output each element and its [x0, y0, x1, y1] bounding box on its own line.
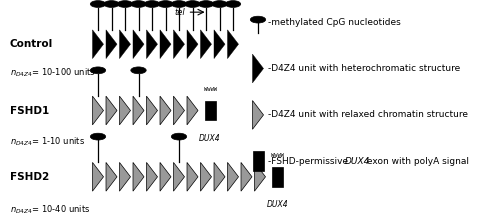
Circle shape	[90, 1, 106, 8]
Polygon shape	[252, 101, 264, 129]
Polygon shape	[92, 96, 104, 125]
Polygon shape	[120, 96, 130, 125]
Polygon shape	[187, 96, 198, 125]
Polygon shape	[254, 162, 266, 191]
Text: WWWW: WWWW	[271, 153, 284, 158]
Circle shape	[131, 67, 146, 74]
Text: DUX4: DUX4	[266, 200, 288, 209]
Bar	[204, 101, 216, 120]
Polygon shape	[241, 162, 252, 191]
Polygon shape	[174, 162, 184, 191]
Circle shape	[90, 133, 106, 140]
Polygon shape	[174, 30, 184, 59]
Circle shape	[90, 67, 106, 74]
Text: $n_{D4Z4}$= 10-40 units: $n_{D4Z4}$= 10-40 units	[10, 204, 90, 216]
Polygon shape	[92, 30, 104, 59]
Polygon shape	[133, 96, 144, 125]
Polygon shape	[146, 30, 158, 59]
Circle shape	[144, 1, 160, 8]
Polygon shape	[120, 30, 130, 59]
Polygon shape	[160, 162, 171, 191]
Circle shape	[212, 1, 227, 8]
Circle shape	[185, 1, 200, 8]
Text: exon with polyA signal: exon with polyA signal	[364, 157, 469, 166]
Polygon shape	[106, 96, 117, 125]
Polygon shape	[120, 162, 130, 191]
Circle shape	[172, 1, 186, 8]
Text: -FSHD-permissive: -FSHD-permissive	[268, 157, 350, 166]
Polygon shape	[214, 162, 225, 191]
Bar	[252, 151, 264, 171]
Polygon shape	[200, 162, 211, 191]
Polygon shape	[187, 30, 198, 59]
Polygon shape	[106, 162, 117, 191]
Polygon shape	[160, 30, 171, 59]
Polygon shape	[187, 162, 198, 191]
Circle shape	[172, 133, 186, 140]
Text: DUX4: DUX4	[345, 157, 370, 166]
Text: WWWW: WWWW	[204, 87, 216, 92]
Circle shape	[158, 1, 173, 8]
Polygon shape	[200, 30, 211, 59]
Text: -D4Z4 unit with heterochromatic structure: -D4Z4 unit with heterochromatic structur…	[268, 64, 460, 73]
Bar	[272, 167, 283, 187]
Polygon shape	[106, 30, 117, 59]
Text: DUX4: DUX4	[199, 134, 221, 143]
Circle shape	[226, 1, 240, 8]
Polygon shape	[160, 96, 171, 125]
Polygon shape	[146, 96, 158, 125]
Text: $n_{D4Z4}$= 10-100 units: $n_{D4Z4}$= 10-100 units	[10, 67, 96, 79]
Text: Control: Control	[10, 39, 53, 49]
Polygon shape	[133, 162, 144, 191]
Text: $n_{D4Z4}$= 1-10 units: $n_{D4Z4}$= 1-10 units	[10, 135, 85, 148]
Circle shape	[104, 1, 119, 8]
Text: FSHD2: FSHD2	[10, 172, 49, 182]
Polygon shape	[252, 54, 264, 83]
Polygon shape	[214, 30, 225, 59]
Polygon shape	[92, 162, 104, 191]
Text: tel: tel	[174, 8, 185, 17]
Circle shape	[131, 1, 146, 8]
Circle shape	[118, 1, 132, 8]
Text: -D4Z4 unit with relaxed chromatin structure: -D4Z4 unit with relaxed chromatin struct…	[268, 110, 468, 119]
Circle shape	[198, 1, 214, 8]
Circle shape	[250, 16, 266, 23]
Polygon shape	[146, 162, 158, 191]
Polygon shape	[228, 162, 238, 191]
Polygon shape	[174, 96, 184, 125]
Polygon shape	[133, 30, 144, 59]
Text: -FSHD-permissive: -FSHD-permissive	[268, 157, 350, 166]
Polygon shape	[228, 30, 238, 59]
Text: -methylated CpG nucleotides: -methylated CpG nucleotides	[268, 18, 400, 27]
Text: FSHD1: FSHD1	[10, 105, 49, 116]
